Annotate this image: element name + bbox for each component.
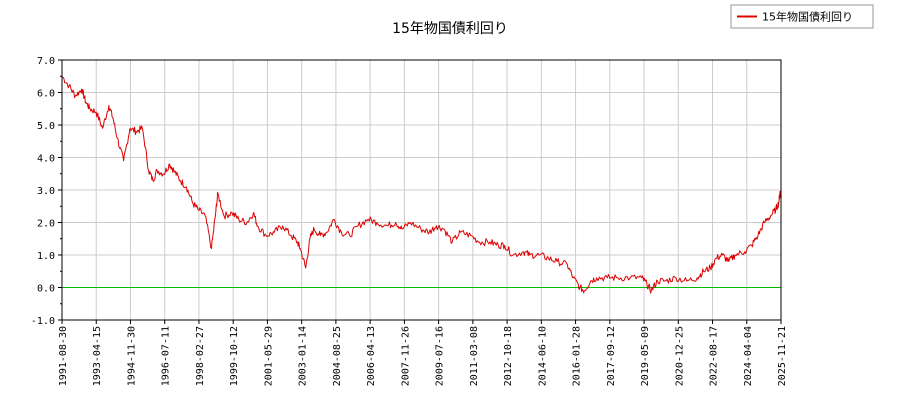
x-tick-label: 2009-07-16 xyxy=(435,326,446,386)
y-axis-ticks: 7.0 6.0 5.0 4.0 3.0 2.0 1.0 0.0 -1.0 xyxy=(31,56,62,327)
series-group xyxy=(61,76,782,294)
legend-box xyxy=(730,4,874,29)
y-tick-label: 3.0 xyxy=(37,186,55,197)
x-tick-label: 2022-08-17 xyxy=(709,326,720,386)
y-tick-label: 2.0 xyxy=(37,219,55,230)
x-tick-label: 2025-11-21 xyxy=(777,326,788,386)
y-tick-label: 6.0 xyxy=(37,89,55,100)
x-tick-label: 1999-10-12 xyxy=(229,326,240,386)
chart-title: 15年物国債利回り xyxy=(392,21,508,37)
y-tick-label: 4.0 xyxy=(37,154,55,165)
y-tick-label: 7.0 xyxy=(37,56,55,67)
x-tick-label: 2011-03-08 xyxy=(469,326,480,386)
x-tick-label: 2004-08-25 xyxy=(332,326,343,386)
x-tick-label: 2024-04-04 xyxy=(743,326,754,386)
x-tick-label: 2020-12-25 xyxy=(674,326,685,386)
x-tick-label: 2001-05-29 xyxy=(263,326,274,386)
x-tick-label: 1991-08-30 xyxy=(58,326,69,386)
y-tick-label: -1.0 xyxy=(31,316,55,327)
x-tick-label: 2017-09-12 xyxy=(606,326,617,386)
x-tick-label: 1996-07-11 xyxy=(161,326,172,386)
x-tick-label: 2006-04-13 xyxy=(366,326,377,386)
y-tick-label: 0.0 xyxy=(37,284,55,295)
x-tick-label: 2019-05-09 xyxy=(640,326,651,386)
legend[interactable]: 15年物国債利回り xyxy=(730,4,874,29)
legend-label: 15年物国債利回り xyxy=(762,10,853,24)
y-tick-label: 5.0 xyxy=(37,121,55,132)
x-tick-label: 2003-01-14 xyxy=(298,326,309,386)
x-tick-label: 1998-02-27 xyxy=(195,326,206,386)
x-tick-label: 2014-06-10 xyxy=(537,326,548,386)
x-axis-ticks: 1991-08-30 1993-04-15 1994-11-30 1996-07-11… xyxy=(58,320,788,386)
x-tick-label: 2007-11-26 xyxy=(400,326,411,386)
y-tick-label: 1.0 xyxy=(37,251,55,262)
x-tick-label: 1994-11-30 xyxy=(126,326,137,386)
x-tick-label: 2012-10-18 xyxy=(503,326,514,386)
x-tick-label: 2016-01-28 xyxy=(572,326,583,386)
x-tick-label: 1993-04-15 xyxy=(92,326,103,386)
series-line-15yr-jgb xyxy=(61,76,782,294)
